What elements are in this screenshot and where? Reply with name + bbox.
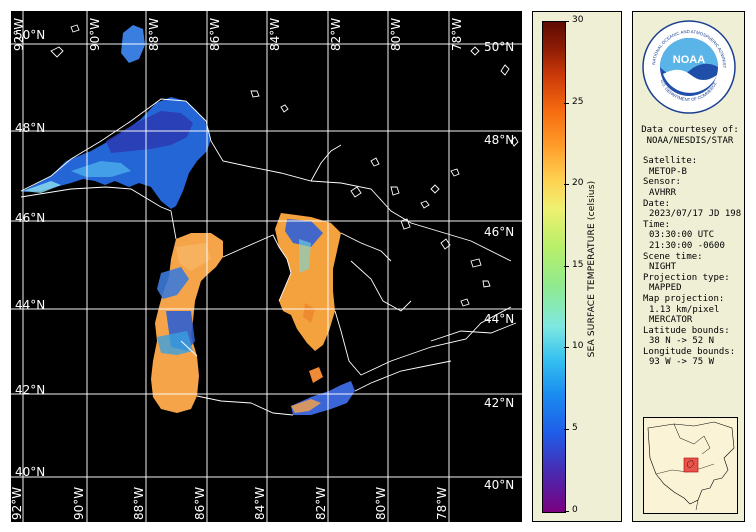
metadata-block: Data courtesey of: NOAA/NESDIS/STAR Sate… [641,125,743,368]
lon-label: 90°W [88,18,102,51]
small-lakes [50,24,519,307]
credit-label: Data courtesey of: [641,125,739,135]
credit-value: NOAA/NESDIS/STAR [646,135,734,146]
satellite-label: Satellite: [643,156,698,167]
colorbar-title: SEA SURFACE TEMPERATURE (celsius) [587,180,597,358]
map-projection-value: MERCATOR [649,315,693,326]
map-projection-label: Map projection: [643,293,725,304]
colorbar-tick-label: 15 [572,260,584,270]
lake-st-clair [309,367,323,383]
sensor-value: AVHRR [649,187,677,198]
colorbar-tick [564,103,569,104]
map-panel: 50°N 48°N 46°N 44°N 42°N 40°N 50°N 48°N … [11,11,522,522]
lat-label: 42°N [484,396,514,410]
lat-label: 50°N [484,40,514,54]
colorbar-tick [564,21,569,22]
lat-label: 46°N [484,225,514,239]
time-value-utc: 03:30:00 UTC [649,230,715,241]
lon-label: 92°W [11,487,24,520]
colorbar-tick [564,347,569,348]
lon-label: 84°W [268,18,282,51]
projection-type-label: Projection type: [643,272,730,283]
lon-label: 80°W [374,487,388,520]
lon-label: 78°W [435,487,449,520]
lat-label: 48°N [484,133,514,147]
lon-label: 82°W [314,487,328,520]
lat-labels-right: 50°N 48°N 46°N 44°N 42°N 40°N [484,40,514,492]
colorbar-tick-label: 25 [572,97,584,107]
lat-label: 40°N [484,478,514,492]
info-panel: NOAA NATIONAL OCEANIC AND ATMOSPHERIC AD… [632,11,745,522]
colorbar-gradient [542,21,566,513]
sensor-label: Sensor: [643,177,681,188]
lat-label: 44°N [484,312,514,326]
projection-type-value: MAPPED [649,283,682,294]
coastlines [20,98,517,416]
lon-label: 86°W [208,18,222,51]
date-value: 2023/07/17 JD 198 [649,209,742,220]
lon-label: 90°W [72,487,86,520]
colorbar-tick-label: 30 [572,15,584,25]
scene-label: Scene time: [643,251,703,262]
lon-bounds-label: Longitude bounds: [643,346,736,357]
region-highlight-box [683,457,699,473]
lon-label: 88°W [147,18,161,51]
lat-label: 48°N [15,121,45,135]
lat-label: 44°N [15,298,45,312]
colorbar-tick [564,184,569,185]
lon-label: 92°W [12,18,26,51]
lon-labels-bottom: 92°W 90°W 88°W 86°W 84°W 82°W 80°W 78°W [11,487,449,520]
noaa-logo: NOAA NATIONAL OCEANIC AND ATMOSPHERIC AD… [641,19,736,114]
date-label: Date: [643,198,671,209]
logo-center-text: NOAA [673,54,705,66]
colorbar-panel: 30 25 20 15 10 5 0 SEA SURFACE TEMPERATU… [532,11,622,522]
locator-inset-map [643,417,738,514]
colorbar-tick [564,266,569,267]
lon-label: 82°W [329,18,343,51]
sst-map: 50°N 48°N 46°N 44°N 42°N 40°N 50°N 48°N … [11,11,522,522]
colorbar-tick-label: 5 [572,423,578,433]
graticule [11,11,522,522]
lat-bounds-label: Latitude bounds: [643,325,730,336]
colorbar-tick-label: 10 [572,341,584,351]
scene-value: NIGHT [649,262,677,273]
colorbar-tick [564,429,569,430]
colorbar-tick [564,511,569,512]
lon-label: 84°W [253,487,267,520]
lat-label: 46°N [15,211,45,225]
lat-labels-left: 50°N 48°N 46°N 44°N 42°N 40°N [15,28,45,479]
colorbar-tick-label: 20 [572,178,584,188]
lon-label: 86°W [193,487,207,520]
satellite-value: METOP-B [649,166,687,177]
lake-huron [275,213,341,351]
north-america-outline [647,421,735,505]
lat-label: 42°N [15,383,45,397]
lat-label: 50°N [15,28,45,42]
lon-label: 88°W [132,487,146,520]
lon-label: 80°W [389,18,403,51]
lon-labels-top: 92°W 90°W 88°W 86°W 84°W 82°W 80°W 78°W [12,18,464,51]
time-label: Time: [643,219,671,230]
lon-bounds-value: 93 W -> 75 W [649,357,715,368]
lon-label: 78°W [450,18,464,51]
colorbar-tick-label: 0 [572,505,578,515]
map-projection-res: 1.13 km/pixel [649,304,720,315]
time-value-local: 21:30:00 -0600 [649,240,725,251]
lat-bounds-value: 38 N -> 52 N [649,336,715,347]
lat-label: 40°N [15,465,45,479]
